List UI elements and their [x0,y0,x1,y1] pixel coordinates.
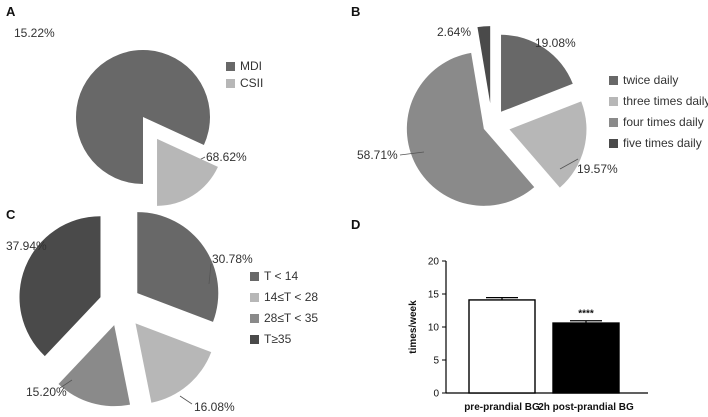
legend-b: twice daily three times daily four times d… [609,73,708,150]
pie-c-slice-2 [58,325,131,407]
panel-letter-d: D [351,217,360,232]
panel-letter-c: C [6,207,16,222]
pie-b-leader-2 [399,151,425,156]
pie-c-value-label-1: 16.08% [194,400,235,414]
legend-a-swatch-1 [226,79,235,88]
pie-b-value-label-2: 58.71% [357,148,398,162]
legend-b-label-0: twice daily [623,73,678,87]
pie-a-slice-1 [157,138,218,206]
pie-c-value-label-3: 37.94% [6,239,47,253]
bar-1 [552,322,620,394]
legend-a-swatch-0 [226,62,235,71]
pie-chart-b: 19.08% 19.57% 58.71% 2.64% [357,25,618,206]
legend-b-label-2: four times daily [623,115,704,129]
pie-a-value-label-0: 68.62% [206,150,247,164]
legend-c-swatch-2 [250,314,259,323]
pie-chart-c: 30.78% 16.08% 15.20% 37.94% [6,212,253,414]
legend-b-label-3: five times daily [623,136,702,150]
y-tick-label-3: 15 [428,290,440,301]
pie-c-leader-0 [208,263,212,285]
pie-b-value-label-1: 19.57% [577,162,618,176]
legend-c-label-3: T≥35 [264,332,292,346]
panel-letter-b: B [351,4,360,19]
pie-b-value-label-0: 19.08% [535,36,576,50]
pie-b-slice-3 [477,26,491,104]
pie-c-slice-1 [135,323,212,403]
legend-b-swatch-2 [609,118,618,127]
y-tick-label-4: 20 [428,257,440,268]
legend-b-swatch-1 [609,97,618,106]
legend-a: MDI CSII [226,59,263,90]
pie-a-slice-0 [76,49,210,184]
y-tick-label-2: 10 [428,323,440,334]
pie-chart-a: 68.62% 15.22% [14,26,247,206]
pie-c-leader-2 [59,379,73,389]
legend-b-swatch-3 [609,139,618,148]
bar-0 [468,299,536,394]
panel-letter-a: A [6,4,16,19]
pie-b-leader-1 [559,158,579,170]
category-label-1: 2h post-prandial BG [538,402,634,413]
pie-b-slice-0 [501,34,573,112]
legend-c: T < 14 14≤T < 28 28≤T < 35 T≥35 [250,269,318,346]
y-tick-label-1: 5 [433,356,439,367]
pie-c-slice-0 [137,212,219,322]
pie-c-value-label-2: 15.20% [26,385,67,399]
legend-b-label-1: three times daily [623,94,708,108]
pie-b-value-label-3: 2.64% [437,25,471,39]
legend-a-label-0: MDI [240,59,262,73]
legend-c-label-2: 28≤T < 35 [264,311,318,325]
pie-b-slice-1 [509,101,587,188]
legend-c-label-1: 14≤T < 28 [264,290,318,304]
pie-c-value-label-0: 30.78% [212,252,253,266]
legend-b-swatch-0 [609,76,618,85]
legend-c-swatch-1 [250,293,259,302]
pie-c-slice-3 [19,216,101,357]
y-tick-label-0: 0 [433,389,439,400]
bar-chart-d: 0 5 10 15 20 times/week pre-prandial BG **** 2h … [408,257,648,413]
y-axis-label: times/week [408,300,419,354]
legend-c-label-0: T < 14 [264,269,298,283]
category-label-0: pre-prandial BG [464,402,540,413]
pie-a-value-label-1: 15.22% [14,26,55,40]
significance-label-1: **** [578,309,594,320]
pie-b-slice-2 [406,52,535,206]
legend-a-label-1: CSII [240,76,263,90]
legend-c-swatch-3 [250,335,259,344]
pie-c-leader-1 [179,395,193,405]
legend-c-swatch-0 [250,272,259,281]
